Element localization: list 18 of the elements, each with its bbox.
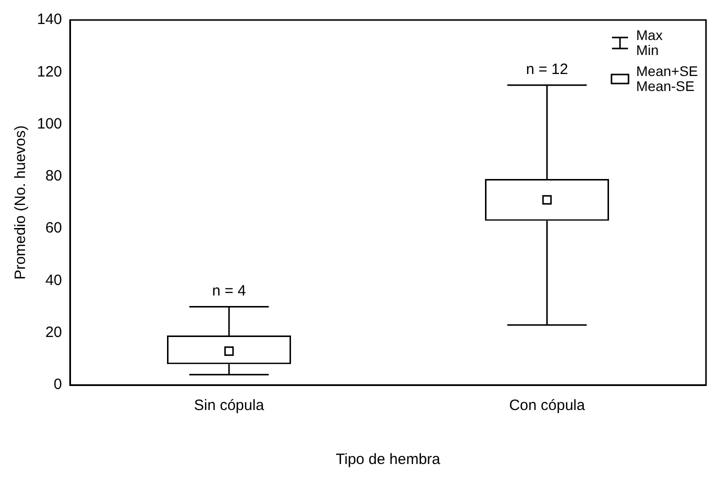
y-tick-label: 20 [45,324,62,341]
annotation: n = 4 [212,282,246,300]
x-tick-label: Con cópula [509,397,586,414]
annotation: Mean+SE [636,63,698,79]
y-tick-label: 80 [45,168,62,185]
y-tick-label: 120 [36,63,62,80]
y-tick-label: 0 [54,376,62,394]
y-tick-label: 60 [45,220,62,237]
y-tick-label: 40 [45,272,62,289]
annotation: n = 12 [526,60,568,78]
annotation: Max [636,27,663,43]
x-axis-title: Tipo de hembra [336,451,441,468]
y-tick-label: 140 [36,11,62,28]
annotation: Min [636,42,660,58]
y-tick-label: 100 [36,115,62,132]
annotation: Mean-SE [636,78,696,94]
y-axis-title: Promedio (No. huevos) [12,125,30,280]
x-tick-label: Sin cópula [194,397,265,414]
